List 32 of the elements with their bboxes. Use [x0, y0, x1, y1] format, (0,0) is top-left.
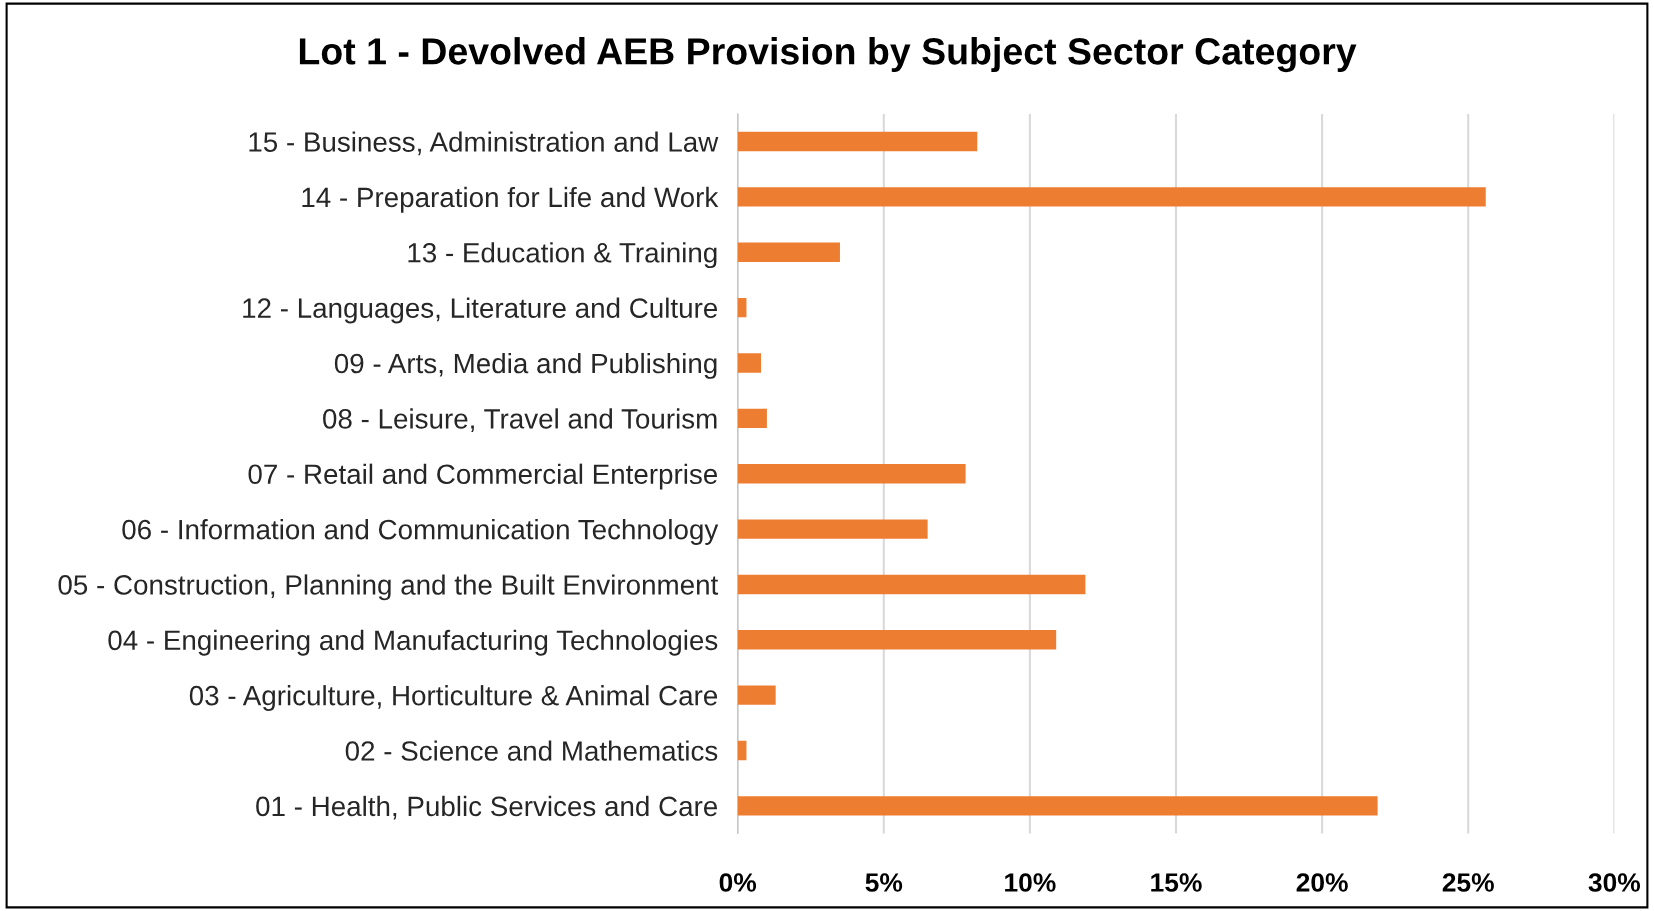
bar	[737, 242, 840, 262]
bar	[737, 630, 1057, 650]
x-tick-label: 0%	[719, 873, 757, 892]
chart-title: Lot 1 - Devolved AEB Provision by Subject Sector Category	[299, 37, 1357, 73]
y-tick-label: 06 - Information and Communication Technology	[122, 519, 719, 545]
y-tick-label: 08 - Leisure, Travel and Tourism	[323, 408, 717, 432]
y-tick-label: 14 - Preparation for Life and Work	[302, 186, 719, 213]
bar	[737, 187, 1486, 207]
y-tick-label: 13 - Education & Training	[408, 242, 717, 269]
y-tick-label: 01 - Health, Public Services and Care	[256, 795, 718, 820]
y-tick-label: 12 - Languages, Literature and Culture	[243, 297, 718, 324]
bar	[737, 685, 776, 705]
y-tick-label: 07 - Retail and Commercial Enterprise	[248, 463, 718, 490]
y-tick-label: 03 - Agriculture, Horticulture & Animal Care	[189, 685, 718, 711]
bar	[737, 796, 1378, 816]
y-tick-label: 04 - Engineering and Manufacturing Technologies	[108, 629, 718, 656]
y-tick-label: 05 - Construction, Planning and the Built Environment	[58, 574, 719, 601]
y-tick-label: 09 - Arts, Media and Publishing	[334, 352, 717, 379]
bar	[737, 353, 762, 373]
x-tick-label: 5%	[865, 873, 903, 892]
bar	[737, 408, 767, 429]
x-tick-label: 20%	[1296, 873, 1348, 892]
bar	[737, 464, 966, 484]
x-tick-label: 15%	[1151, 873, 1202, 892]
x-tick-label: 25%	[1442, 873, 1494, 892]
bar	[737, 519, 928, 539]
x-tick-label: 10%	[1005, 873, 1056, 892]
x-tick-label: 30%	[1588, 873, 1641, 892]
bar	[737, 574, 1086, 595]
bar	[737, 131, 978, 152]
y-tick-label: 02 - Science and Mathematics	[345, 740, 718, 761]
y-tick-label: 15 - Business, Administration and Law	[249, 131, 719, 156]
